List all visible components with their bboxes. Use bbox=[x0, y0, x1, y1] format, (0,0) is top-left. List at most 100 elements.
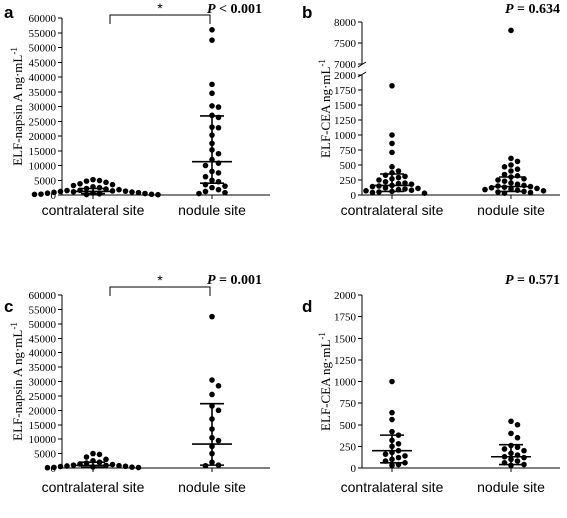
data-point bbox=[514, 444, 521, 451]
data-point bbox=[222, 183, 228, 189]
data-point bbox=[215, 124, 222, 131]
data-point bbox=[540, 188, 547, 194]
data-point bbox=[44, 464, 51, 471]
data-point bbox=[122, 463, 129, 470]
y-tick-label: 60000 bbox=[29, 290, 57, 302]
p-value-symbol: P bbox=[505, 273, 514, 288]
data-point bbox=[209, 103, 215, 109]
y-tick-label: 250 bbox=[340, 175, 357, 187]
data-point bbox=[402, 173, 408, 180]
data-point bbox=[202, 162, 209, 169]
panel-d: d 0 250 500 750 1000 1250 1500 1750 2000 ELF-CEA n… bbox=[302, 273, 560, 495]
p-value-text: = 0.634 bbox=[514, 2, 560, 17]
data-point bbox=[129, 464, 135, 470]
x-tick-label: nodule site bbox=[178, 202, 246, 218]
y-tick-label: 10000 bbox=[29, 161, 57, 173]
data-point bbox=[389, 140, 395, 147]
panel-letter: b bbox=[302, 3, 312, 22]
data-point bbox=[495, 177, 501, 183]
data-point bbox=[514, 158, 521, 165]
data-point bbox=[51, 464, 57, 471]
y-tick-label: 5000 bbox=[34, 449, 57, 461]
data-point bbox=[508, 155, 514, 162]
data-point bbox=[215, 186, 222, 193]
data-point bbox=[96, 177, 103, 184]
data-point bbox=[142, 190, 148, 197]
y-tick-label: 500 bbox=[340, 160, 357, 172]
data-point bbox=[382, 179, 389, 185]
y-axis-label-main: ELF-CEA ng·mL bbox=[318, 67, 333, 158]
data-point bbox=[514, 458, 521, 464]
data-point bbox=[209, 37, 215, 43]
data-point bbox=[209, 90, 215, 97]
y-tick-label: 5000 bbox=[34, 175, 57, 187]
data-point bbox=[534, 185, 540, 192]
data-point bbox=[209, 391, 215, 398]
y-tick-label: 40000 bbox=[29, 72, 57, 84]
y-tick-label: 1750 bbox=[334, 312, 357, 324]
data-point bbox=[514, 434, 521, 441]
x-tick-label: contralateral site bbox=[341, 479, 444, 495]
data-point bbox=[103, 179, 109, 186]
y-tick-label: 50000 bbox=[29, 319, 57, 331]
data-point bbox=[90, 176, 96, 183]
panel-a: a 0 5000 10000 15000 20000 25000 30000 35000 4000… bbox=[4, 0, 270, 218]
data-point bbox=[209, 81, 215, 88]
data-point bbox=[415, 185, 421, 192]
y-tick-label: 35000 bbox=[29, 362, 57, 374]
y-tick-label: 10000 bbox=[29, 434, 57, 446]
data-point bbox=[395, 454, 402, 461]
y-tick-label: 7000 bbox=[334, 59, 357, 71]
y-tick-label: 2000 bbox=[334, 290, 357, 302]
data-point bbox=[215, 383, 222, 389]
data-point bbox=[209, 184, 215, 191]
panel-letter: a bbox=[4, 3, 14, 22]
data-point bbox=[527, 189, 534, 196]
y-tick-label: 1000 bbox=[334, 377, 357, 389]
data-point bbox=[389, 149, 395, 156]
data-point bbox=[31, 191, 38, 198]
significance-star: * bbox=[157, 272, 163, 288]
data-point bbox=[215, 150, 222, 157]
p-value-symbol: P bbox=[207, 2, 216, 17]
data-point bbox=[402, 460, 408, 466]
data-point bbox=[363, 188, 369, 194]
y-axis-label-superscript: -1 bbox=[9, 322, 19, 330]
data-point bbox=[402, 180, 408, 186]
data-point bbox=[514, 166, 521, 172]
data-point bbox=[508, 168, 514, 174]
data-point bbox=[38, 191, 44, 197]
data-point bbox=[521, 454, 527, 461]
data-point bbox=[521, 461, 527, 468]
data-point bbox=[155, 191, 161, 198]
p-value: P = 0.571 bbox=[505, 273, 560, 288]
data-point bbox=[109, 181, 116, 188]
y-tick-label: 2000 bbox=[334, 70, 357, 82]
data-point bbox=[382, 451, 389, 457]
data-point bbox=[421, 190, 428, 196]
p-value: P = 0.634 bbox=[505, 2, 560, 17]
data-point bbox=[103, 186, 109, 192]
data-point bbox=[395, 168, 402, 174]
data-point bbox=[501, 164, 508, 170]
y-tick-label: 1250 bbox=[334, 355, 357, 367]
data-point bbox=[51, 189, 57, 196]
y-tick-label: 7500 bbox=[334, 38, 357, 50]
data-point bbox=[389, 416, 395, 423]
panel-letter: d bbox=[302, 297, 312, 316]
data-point bbox=[215, 437, 222, 444]
p-value-text: = 0.571 bbox=[514, 273, 560, 288]
data-point bbox=[116, 186, 122, 193]
p-value-symbol: P bbox=[505, 2, 514, 17]
data-point bbox=[83, 178, 90, 184]
data-point bbox=[109, 461, 116, 468]
y-axis-label: ELF-CEA ng·mL-1 bbox=[317, 332, 333, 431]
y-tick-label: 250 bbox=[340, 441, 357, 453]
y-tick-label: 500 bbox=[340, 420, 357, 432]
data-point bbox=[129, 189, 135, 195]
y-tick-label: 60000 bbox=[29, 13, 57, 25]
data-point bbox=[148, 191, 155, 198]
y-tick-label: 25000 bbox=[29, 391, 57, 403]
